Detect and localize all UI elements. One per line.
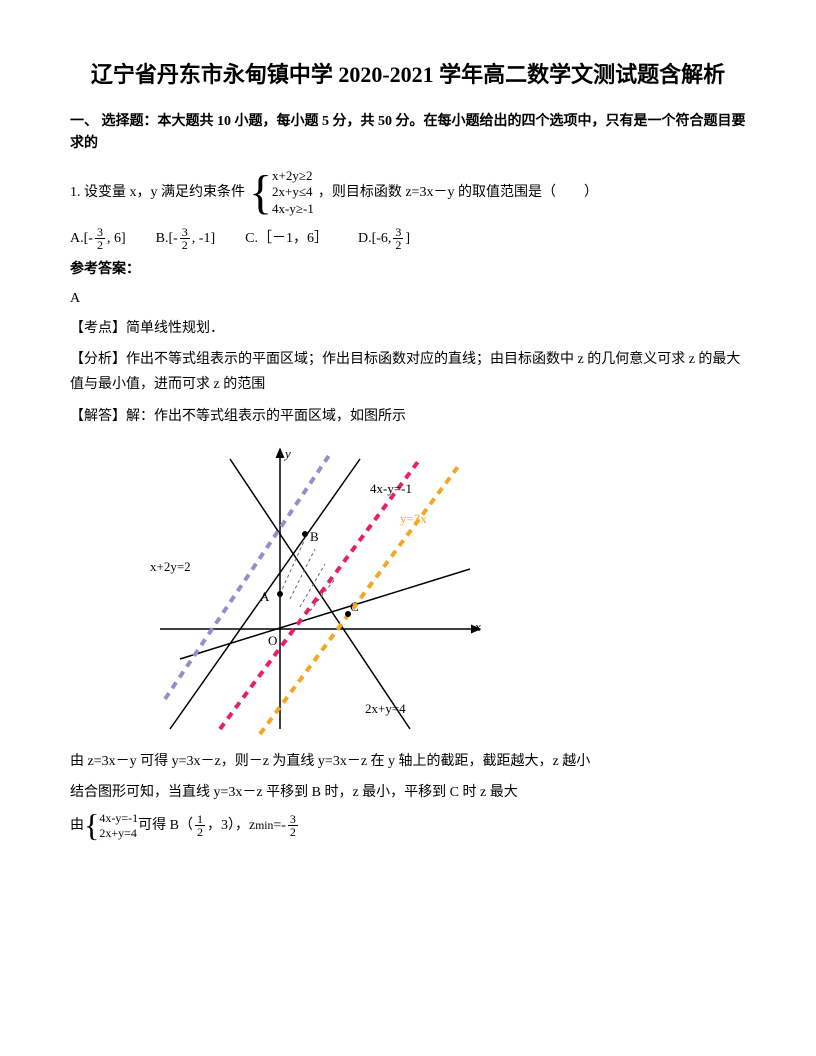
p3-eq: =-	[273, 813, 286, 838]
opt-a-open: [-	[84, 228, 93, 250]
opt-b-mid: , -1]	[192, 228, 215, 250]
post-graph-p3: 由 { 4x-y=-1 2x+y=4 可得 B（ 12 ，3）， zmin =-…	[70, 811, 746, 840]
opt-b-open: [-	[168, 228, 177, 250]
opt-b-label: B.	[156, 228, 169, 250]
answer-label: 参考答案：	[70, 259, 746, 281]
post-graph-p1: 由 z=3x－y 可得 y=3x－z，则－z 为直线 y=3x－z 在 y 轴上…	[70, 749, 746, 774]
q1-prefix: 1. 设变量 x，y 满足约束条件	[70, 182, 245, 204]
solve-text: 解：作出不等式组表示的平面区域，如图所示	[126, 409, 406, 424]
opt-d-label: D.	[358, 228, 372, 250]
point-c-label: C	[350, 597, 359, 618]
opt-d-open: [-6,	[372, 228, 392, 250]
line1-label: 4x-y=-1	[370, 479, 412, 500]
line3-label: x+2y=2	[150, 557, 191, 578]
section-header: 一、 选择题：本大题共 10 小题，每小题 5 分，共 50 分。在每小题给出的…	[70, 111, 746, 156]
p3-prefix: 由	[70, 813, 84, 838]
axis-x-label: x	[475, 617, 481, 638]
opt-d-den: 2	[393, 239, 403, 251]
p3-constraints: { 4x-y=-1 2x+y=4	[84, 811, 138, 840]
question-1: 1. 设变量 x，y 满足约束条件 { x+2y≥2 2x+y≤4 4x-y≥-…	[70, 168, 746, 219]
p3-c1: 4x-y=-1	[99, 811, 138, 825]
p3-after: ，3），	[207, 813, 249, 838]
p3-bden: 2	[195, 826, 205, 838]
option-a: A. [- 32 , 6]	[70, 226, 126, 251]
axis-y-label: y	[285, 444, 291, 465]
point-label: 【考点】	[70, 321, 126, 336]
solve-label: 【解答】	[70, 409, 126, 424]
line2-label: y=3x	[400, 509, 427, 530]
opt-b-den: 2	[180, 239, 190, 251]
origin-label: O	[268, 631, 277, 652]
opt-a-mid: , 6]	[107, 228, 126, 250]
solve-block: 【解答】解：作出不等式组表示的平面区域，如图所示	[70, 404, 746, 429]
q1-suffix: ，则目标函数 z=3x－y 的取值范围是（ ）	[318, 182, 598, 204]
point-a-label: A	[260, 587, 269, 608]
constraint-1: x+2y≥2	[272, 168, 314, 185]
analysis-block: 【分析】作出不等式组表示的平面区域；作出目标函数对应的直线；由目标函数中 z 的…	[70, 347, 746, 397]
q1-options: A. [- 32 , 6] B. [- 32 , -1] C.［－1，6］ D.…	[70, 226, 746, 251]
opt-a-label: A.	[70, 228, 84, 250]
post-graph-p2: 结合图形可知，当直线 y=3x－z 平移到 B 时，z 最小，平移到 C 时 z…	[70, 780, 746, 805]
analysis-point: 【考点】简单线性规划．	[70, 316, 746, 341]
answer-value: A	[70, 288, 746, 310]
constraint-3: 4x-y≥-1	[272, 201, 314, 218]
analysis-text: 作出不等式组表示的平面区域；作出目标函数对应的直线；由目标函数中 z 的几何意义…	[70, 352, 740, 392]
feasible-region-graph: y x O A B C 4x-y=-1 y=3x x+2y=2 2x+y=4	[130, 439, 510, 739]
p3-sub: min	[255, 815, 273, 836]
opt-a-den: 2	[95, 239, 105, 251]
option-d: D. [-6, 32 ]	[358, 226, 410, 251]
p3-zden: 2	[288, 826, 298, 838]
option-c: C.［－1，6］	[245, 228, 328, 250]
point-text: 简单线性规划．	[126, 321, 224, 336]
p3-c2: 2x+y=4	[99, 826, 138, 840]
point-b-label: B	[310, 527, 319, 548]
opt-c-label: C.［－1，6］	[245, 228, 328, 250]
opt-d-mid: ]	[405, 228, 410, 250]
analysis-label: 【分析】	[70, 352, 126, 367]
line4-label: 2x+y=4	[365, 699, 406, 720]
q1-constraints: { x+2y≥2 2x+y≤4 4x-y≥-1	[249, 168, 314, 219]
constraint-2: 2x+y≤4	[272, 184, 314, 201]
page-title: 辽宁省丹东市永甸镇中学 2020-2021 学年高二数学文测试题含解析	[70, 60, 746, 91]
option-b: B. [- 32 , -1]	[156, 226, 216, 251]
p3-mid: 可得 B（	[138, 813, 193, 838]
